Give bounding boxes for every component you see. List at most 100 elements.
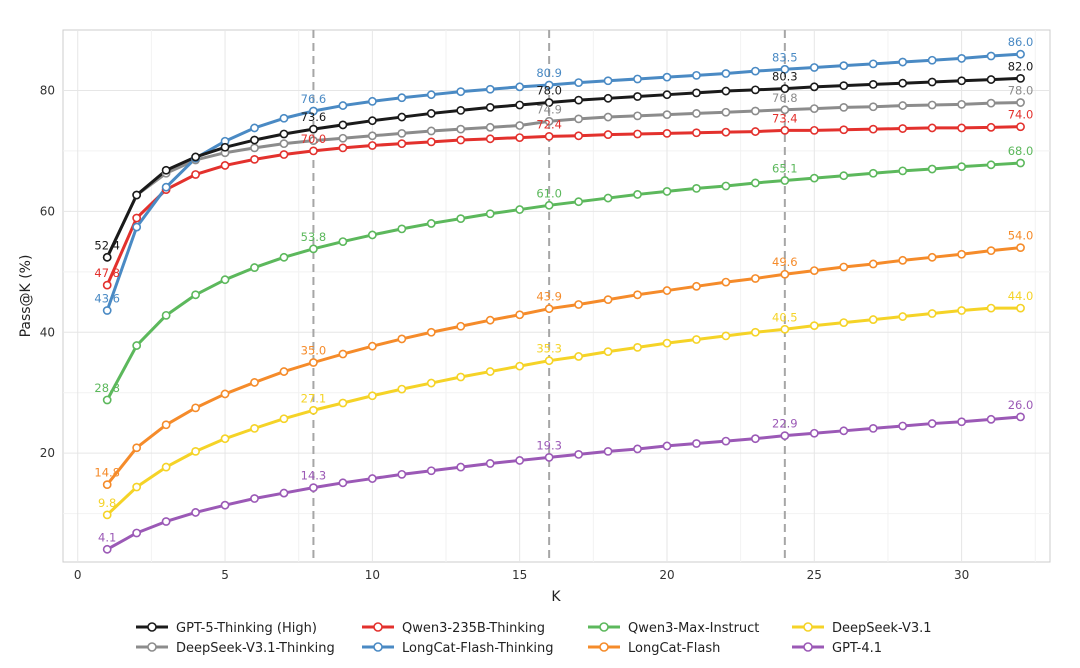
data-point — [662, 441, 672, 451]
data-point — [1016, 303, 1025, 313]
data-point — [898, 421, 908, 431]
data-point — [191, 508, 200, 517]
data-point — [1016, 158, 1025, 168]
data-point — [220, 500, 230, 510]
data-label: 19.3 — [536, 438, 562, 452]
data-point — [309, 106, 318, 116]
data-point — [309, 124, 318, 134]
y-tick-label: 40 — [40, 325, 55, 339]
data-point — [250, 143, 259, 153]
data-point — [868, 315, 878, 324]
data-point — [957, 76, 967, 86]
data-point — [898, 166, 908, 176]
data-label: 83.5 — [772, 50, 798, 64]
data-label: 52.4 — [94, 238, 120, 252]
legend-label: LongCat-Flash — [628, 641, 720, 656]
data-point — [633, 290, 642, 300]
data-label: 43.9 — [536, 290, 562, 304]
data-point — [191, 403, 200, 413]
data-point — [485, 122, 495, 132]
data-point — [426, 378, 436, 388]
data-point — [102, 306, 112, 315]
data-point — [338, 478, 348, 488]
data-point — [279, 367, 289, 376]
data-point — [692, 335, 701, 344]
data-point — [367, 391, 377, 401]
data-point — [574, 197, 583, 207]
data-point — [102, 280, 112, 290]
data-label: 35.3 — [536, 342, 562, 356]
data-point — [338, 398, 348, 408]
data-point — [191, 290, 200, 300]
data-point — [957, 306, 967, 315]
data-label: 43.6 — [94, 292, 120, 306]
data-point — [485, 209, 495, 219]
x-tick-label: 20 — [659, 568, 674, 582]
data-point — [721, 107, 731, 117]
data-point — [721, 86, 731, 96]
data-point — [250, 494, 259, 503]
y-tick-label: 60 — [40, 204, 55, 218]
data-point — [309, 405, 318, 415]
reference-lines — [312, 30, 786, 562]
legend-label: Qwen3-235B-Thinking — [402, 621, 545, 636]
data-point — [397, 112, 407, 122]
y-tick-label: 80 — [40, 83, 55, 97]
data-point — [662, 128, 672, 138]
data-point — [426, 219, 436, 228]
series-line — [105, 161, 1023, 402]
data-point — [986, 414, 996, 424]
data-label: 47.8 — [94, 266, 120, 280]
data-point — [250, 423, 259, 433]
data-point — [633, 190, 642, 199]
data-point — [898, 255, 908, 265]
legend-label: GPT-5-Thinking (High) — [176, 621, 317, 636]
data-point — [633, 444, 642, 454]
data-point — [868, 168, 878, 178]
data-point — [397, 128, 407, 138]
data-label: 86.0 — [1008, 35, 1034, 49]
data-point — [250, 135, 259, 145]
data-point — [309, 136, 318, 146]
x-axis-title: K — [551, 589, 561, 605]
data-point — [250, 378, 259, 387]
data-point — [927, 252, 937, 262]
data-point — [515, 456, 525, 465]
data-point — [544, 200, 554, 210]
data-point — [721, 331, 731, 341]
data-point — [780, 84, 790, 94]
data-point — [986, 51, 996, 61]
data-point — [692, 70, 701, 80]
data-point — [839, 102, 849, 112]
data-point — [633, 342, 642, 352]
data-label: 27.1 — [301, 391, 327, 405]
data-point — [750, 127, 760, 136]
data-point — [898, 312, 908, 321]
data-point — [809, 125, 819, 135]
data-point — [898, 78, 908, 88]
data-point — [220, 142, 230, 152]
data-point — [191, 446, 200, 456]
data-point — [279, 150, 289, 159]
data-point — [397, 469, 407, 479]
data-point — [397, 139, 407, 149]
y-tick-label: 20 — [40, 446, 55, 460]
data-point — [692, 88, 701, 98]
data-point — [809, 173, 819, 183]
data-label: 26.0 — [1008, 398, 1034, 412]
data-point — [839, 262, 849, 272]
data-point — [692, 439, 701, 448]
data-point — [927, 164, 937, 174]
data-label: 49.6 — [772, 255, 798, 269]
data-point — [957, 249, 967, 259]
data-point — [338, 143, 348, 153]
data-point — [868, 124, 878, 134]
data-point — [367, 116, 377, 126]
data-point — [839, 171, 849, 181]
x-tick-label: 0 — [74, 568, 82, 582]
data-point — [1016, 98, 1025, 107]
data-point — [456, 214, 466, 224]
data-point — [780, 176, 790, 185]
data-point — [957, 123, 967, 133]
y-axis-ticks: 20 40 60 80 — [40, 83, 55, 460]
